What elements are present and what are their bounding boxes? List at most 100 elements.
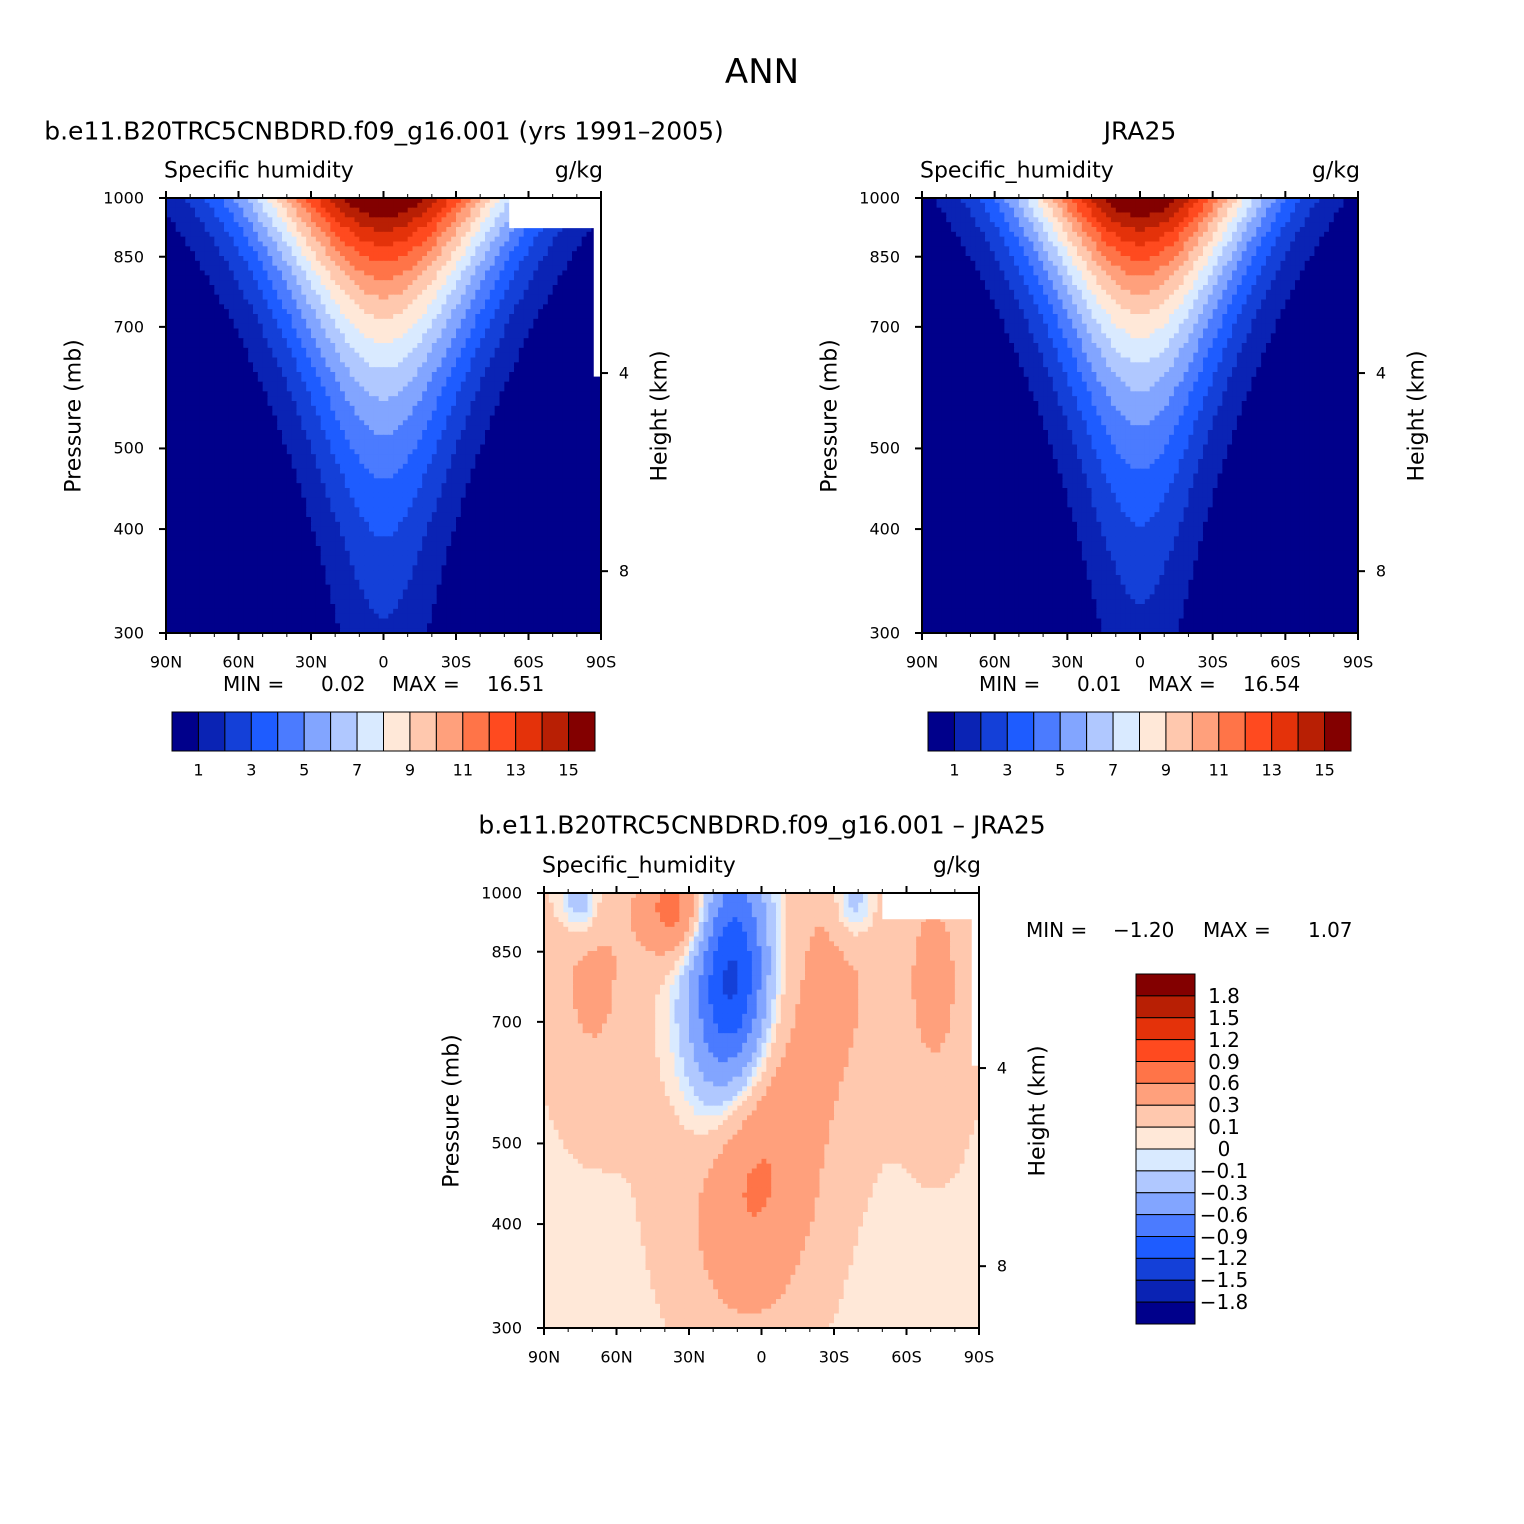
colorbar-label: 13: [1262, 761, 1282, 780]
y2-tick-label: 8: [997, 1257, 1007, 1276]
units-label-0: g/kg: [555, 159, 603, 184]
colorbar-swatch: [1297, 711, 1326, 752]
min-value: −1.20: [1113, 918, 1174, 942]
colorbar-swatch: [383, 711, 411, 752]
variable-label-0: Specific humidity: [164, 159, 354, 184]
colorbar-label: −1.2: [1200, 1246, 1249, 1270]
colorbar-label: 11: [453, 761, 473, 780]
colorbar-swatch: [541, 711, 570, 752]
y2-axis-label-0: Height (km): [648, 350, 673, 481]
colorbar-label: 15: [1314, 761, 1334, 780]
colorbar-label: 11: [1209, 761, 1229, 780]
colorbar-swatch: [1135, 1082, 1196, 1106]
colorbar-label: 0.6: [1208, 1071, 1240, 1095]
max-value: 16.51: [487, 672, 544, 696]
colorbar-0: [171, 711, 596, 752]
colorbar-swatch: [1135, 1017, 1196, 1041]
x-tick-label: 30S: [1197, 653, 1228, 672]
colorbar-swatch: [197, 711, 226, 752]
y-tick-label: 300: [491, 1319, 522, 1338]
x-tick-label: 90N: [150, 653, 182, 672]
colorbar-label: 5: [1055, 761, 1065, 780]
y-axis-label-2: Pressure (mb): [440, 1034, 465, 1188]
variable-label-1: Specific_humidity: [920, 159, 1114, 184]
x-tick-label: 0: [378, 653, 388, 672]
y2-tick-label: 8: [1376, 562, 1386, 581]
colorbar-swatch: [1135, 1214, 1196, 1237]
colorbar-swatch: [1218, 711, 1246, 752]
colorbar-swatch: [277, 711, 305, 752]
x-tick-label: 90S: [1343, 653, 1374, 672]
y-tick-label: 400: [869, 520, 900, 539]
y-tick-label: 1000: [481, 884, 522, 903]
x-tick-label: 0: [756, 1348, 766, 1367]
y-tick-label: 700: [491, 1012, 522, 1031]
colorbar-label: 1: [193, 761, 203, 780]
colorbar-label: 3: [246, 761, 256, 780]
colorbar-swatch: [435, 711, 464, 752]
colorbar-label: −0.1: [1200, 1159, 1249, 1183]
y-tick-label: 500: [113, 439, 144, 458]
x-tick-label: 60S: [891, 1348, 922, 1367]
x-tick-label: 60S: [1270, 653, 1301, 672]
colorbar-label: 7: [1108, 761, 1118, 780]
colorbar-label: 5: [299, 761, 309, 780]
contour-field-0: [166, 198, 601, 633]
colorbar-swatch: [250, 711, 279, 752]
panel-title-1: JRA25: [1104, 117, 1177, 146]
y-tick-label: 500: [869, 439, 900, 458]
colorbar-label: −1.5: [1200, 1268, 1249, 1292]
y2-tick-label: 4: [619, 364, 629, 383]
colorbar-swatch: [1324, 711, 1352, 752]
y-tick-label: 850: [113, 247, 144, 266]
x-tick-label: 60S: [513, 653, 544, 672]
colorbar-swatch: [1135, 1148, 1196, 1172]
x-tick-label: 90S: [964, 1348, 995, 1367]
colorbar-swatch: [1135, 995, 1196, 1019]
max-label: MAX =: [1203, 918, 1271, 942]
units-label-1: g/kg: [1312, 159, 1360, 184]
colorbar-label: 9: [1161, 761, 1171, 780]
min-label: MIN =: [223, 672, 284, 696]
y2-axis-label-1: Height (km): [1405, 350, 1430, 481]
colorbar-label: −0.6: [1200, 1203, 1249, 1227]
colorbar-label: 15: [558, 761, 578, 780]
colorbar-label: −0.3: [1200, 1181, 1249, 1205]
colorbar-swatch: [927, 711, 955, 752]
units-label-2: g/kg: [933, 854, 981, 879]
y-tick-label: 300: [113, 624, 144, 643]
colorbar-swatch: [1271, 711, 1299, 752]
x-tick-label: 90S: [586, 653, 617, 672]
colorbar-label: −0.9: [1200, 1225, 1249, 1249]
x-tick-label: 0: [1135, 653, 1145, 672]
x-tick-label: 30N: [295, 653, 327, 672]
colorbar-label: 0.9: [1208, 1050, 1240, 1074]
x-tick-label: 30N: [673, 1348, 705, 1367]
y-tick-label: 1000: [103, 189, 144, 208]
y-tick-label: 400: [491, 1215, 522, 1234]
colorbar-swatch: [224, 711, 252, 752]
y-axis-label-1: Pressure (mb): [818, 339, 843, 493]
colorbar-swatch: [1135, 1126, 1196, 1150]
max-label: MAX =: [392, 672, 460, 696]
colorbar-2: [1135, 973, 1196, 1325]
max-value: 1.07: [1308, 918, 1353, 942]
x-tick-label: 60N: [222, 653, 254, 672]
colorbar-swatch: [330, 711, 358, 752]
colorbar-swatch: [1135, 1257, 1196, 1281]
y-tick-label: 400: [113, 520, 144, 539]
panel-title-0: b.e11.B20TRC5CNBDRD.f09_g16.001 (yrs 199…: [44, 117, 724, 146]
colorbar-label: 13: [506, 761, 526, 780]
x-tick-label: 30S: [819, 1348, 850, 1367]
colorbar-swatch: [1139, 711, 1167, 752]
x-tick-label: 60N: [978, 653, 1010, 672]
colorbar-swatch: [303, 711, 332, 752]
x-tick-label: 90N: [906, 653, 938, 672]
colorbar-1: [927, 711, 1352, 752]
colorbar-swatch: [488, 711, 517, 752]
colorbar-swatch: [1135, 1236, 1196, 1259]
max-value: 16.54: [1243, 672, 1300, 696]
colorbar-swatch: [1033, 711, 1061, 752]
colorbar-label: 1: [949, 761, 959, 780]
colorbar-label: 1.2: [1208, 1028, 1240, 1052]
